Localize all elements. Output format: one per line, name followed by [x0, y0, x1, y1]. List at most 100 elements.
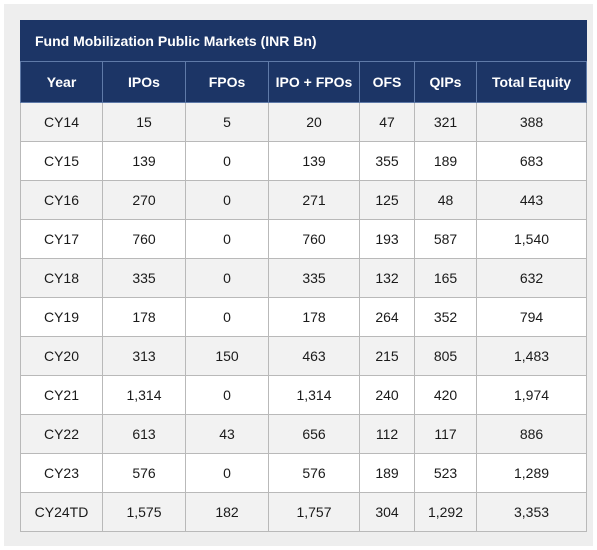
- table-cell-total-equity: 794: [475, 297, 588, 337]
- table-cell-ipo-fpos: 20: [268, 102, 360, 142]
- table-row: CY15 139 0 139 355 189 683: [20, 141, 588, 181]
- table-cell-year: CY22: [20, 414, 103, 454]
- table-cell-fpos: 0: [185, 258, 269, 298]
- fund-mobilization-table-container: Fund Mobilization Public Markets (INR Bn…: [19, 20, 588, 532]
- table-cell-total-equity: 886: [475, 414, 588, 454]
- table-cell-qips: 587: [414, 219, 477, 259]
- table-title: Fund Mobilization Public Markets (INR Bn…: [19, 20, 588, 62]
- table-row: CY14 15 5 20 47 321 388: [20, 102, 588, 142]
- table-cell-total-equity: 443: [475, 180, 588, 220]
- table-cell-ofs: 355: [359, 141, 415, 181]
- table-cell-total-equity: 3,353: [475, 492, 588, 532]
- table-cell-year: CY17: [20, 219, 103, 259]
- table-cell-ofs: 112: [359, 414, 415, 454]
- column-header-ofs: OFS: [359, 61, 415, 103]
- table-cell-ofs: 193: [359, 219, 415, 259]
- table-cell-ipos: 313: [102, 336, 186, 376]
- table-cell-ofs: 125: [359, 180, 415, 220]
- table-row: CY20 313 150 463 215 805 1,483: [20, 336, 588, 376]
- column-header-fpos: FPOs: [185, 61, 269, 103]
- table-cell-total-equity: 388: [475, 102, 588, 142]
- table-cell-ipos: 139: [102, 141, 186, 181]
- table-cell-ipos: 613: [102, 414, 186, 454]
- table-row: CY23 576 0 576 189 523 1,289: [20, 453, 588, 493]
- table-cell-year: CY19: [20, 297, 103, 337]
- column-header-total-equity: Total Equity: [475, 61, 588, 103]
- table-row: CY17 760 0 760 193 587 1,540: [20, 219, 588, 259]
- table-cell-year: CY23: [20, 453, 103, 493]
- table-cell-ofs: 189: [359, 453, 415, 493]
- table-row: CY22 613 43 656 112 117 886: [20, 414, 588, 454]
- table-cell-fpos: 5: [185, 102, 269, 142]
- table-cell-qips: 420: [414, 375, 477, 415]
- table-cell-year: CY20: [20, 336, 103, 376]
- table-cell-year: CY15: [20, 141, 103, 181]
- table-cell-ipo-fpos: 271: [268, 180, 360, 220]
- table-cell-ofs: 304: [359, 492, 415, 532]
- column-header-qips: QIPs: [414, 61, 477, 103]
- column-header-ipo-fpos: IPO + FPOs: [268, 61, 360, 103]
- table-cell-ipos: 576: [102, 453, 186, 493]
- table-body: CY14 15 5 20 47 321 388 CY15 139 0 139 355 189 683 CY1…: [20, 102, 588, 532]
- table-cell-year: CY16: [20, 180, 103, 220]
- table-cell-ipos: 1,314: [102, 375, 186, 415]
- table-cell-total-equity: 1,540: [475, 219, 588, 259]
- table-cell-qips: 352: [414, 297, 477, 337]
- table-cell-ipo-fpos: 656: [268, 414, 360, 454]
- table-cell-qips: 805: [414, 336, 477, 376]
- fund-mobilization-table: Fund Mobilization Public Markets (INR Bn…: [19, 20, 588, 532]
- table-frame: Fund Mobilization Public Markets (INR Bn…: [4, 4, 593, 546]
- table-cell-total-equity: 1,289: [475, 453, 588, 493]
- table-row: CY18 335 0 335 132 165 632: [20, 258, 588, 298]
- table-cell-ipos: 15: [102, 102, 186, 142]
- table-cell-ipo-fpos: 178: [268, 297, 360, 337]
- table-cell-fpos: 0: [185, 453, 269, 493]
- table-cell-fpos: 150: [185, 336, 269, 376]
- table-cell-qips: 117: [414, 414, 477, 454]
- table-title-row: Fund Mobilization Public Markets (INR Bn…: [19, 20, 588, 62]
- table-cell-qips: 321: [414, 102, 477, 142]
- table-cell-ipo-fpos: 139: [268, 141, 360, 181]
- table-cell-fpos: 0: [185, 141, 269, 181]
- table-cell-fpos: 0: [185, 219, 269, 259]
- table-cell-ofs: 264: [359, 297, 415, 337]
- table-cell-qips: 48: [414, 180, 477, 220]
- column-header-year: Year: [20, 61, 103, 103]
- table-cell-ofs: 240: [359, 375, 415, 415]
- table-row: CY24TD 1,575 182 1,757 304 1,292 3,353: [20, 492, 588, 532]
- table-cell-year: CY24TD: [20, 492, 103, 532]
- table-cell-ipo-fpos: 760: [268, 219, 360, 259]
- table-cell-fpos: 0: [185, 297, 269, 337]
- table-cell-ipo-fpos: 1,757: [268, 492, 360, 532]
- table-row: CY21 1,314 0 1,314 240 420 1,974: [20, 375, 588, 415]
- table-cell-ipos: 335: [102, 258, 186, 298]
- table-cell-year: CY14: [20, 102, 103, 142]
- table-cell-year: CY21: [20, 375, 103, 415]
- table-cell-fpos: 0: [185, 180, 269, 220]
- table-cell-fpos: 0: [185, 375, 269, 415]
- table-cell-qips: 165: [414, 258, 477, 298]
- table-cell-qips: 1,292: [414, 492, 477, 532]
- table-cell-ipos: 270: [102, 180, 186, 220]
- table-cell-ipos: 760: [102, 219, 186, 259]
- table-cell-ipos: 1,575: [102, 492, 186, 532]
- table-cell-ipo-fpos: 1,314: [268, 375, 360, 415]
- column-header-ipos: IPOs: [102, 61, 186, 103]
- table-cell-ofs: 47: [359, 102, 415, 142]
- table-cell-ipo-fpos: 463: [268, 336, 360, 376]
- table-cell-ofs: 215: [359, 336, 415, 376]
- table-row: CY16 270 0 271 125 48 443: [20, 180, 588, 220]
- table-cell-fpos: 182: [185, 492, 269, 532]
- table-cell-qips: 189: [414, 141, 477, 181]
- table-cell-total-equity: 1,483: [475, 336, 588, 376]
- table-cell-total-equity: 1,974: [475, 375, 588, 415]
- table-cell-total-equity: 632: [475, 258, 588, 298]
- table-cell-qips: 523: [414, 453, 477, 493]
- table-cell-ipo-fpos: 335: [268, 258, 360, 298]
- table-cell-ofs: 132: [359, 258, 415, 298]
- column-header-row: Year IPOs FPOs IPO + FPOs OFS QIPs Total Equit…: [20, 61, 588, 103]
- table-cell-total-equity: 683: [475, 141, 588, 181]
- table-row: CY19 178 0 178 264 352 794: [20, 297, 588, 337]
- table-cell-year: CY18: [20, 258, 103, 298]
- table-cell-ipo-fpos: 576: [268, 453, 360, 493]
